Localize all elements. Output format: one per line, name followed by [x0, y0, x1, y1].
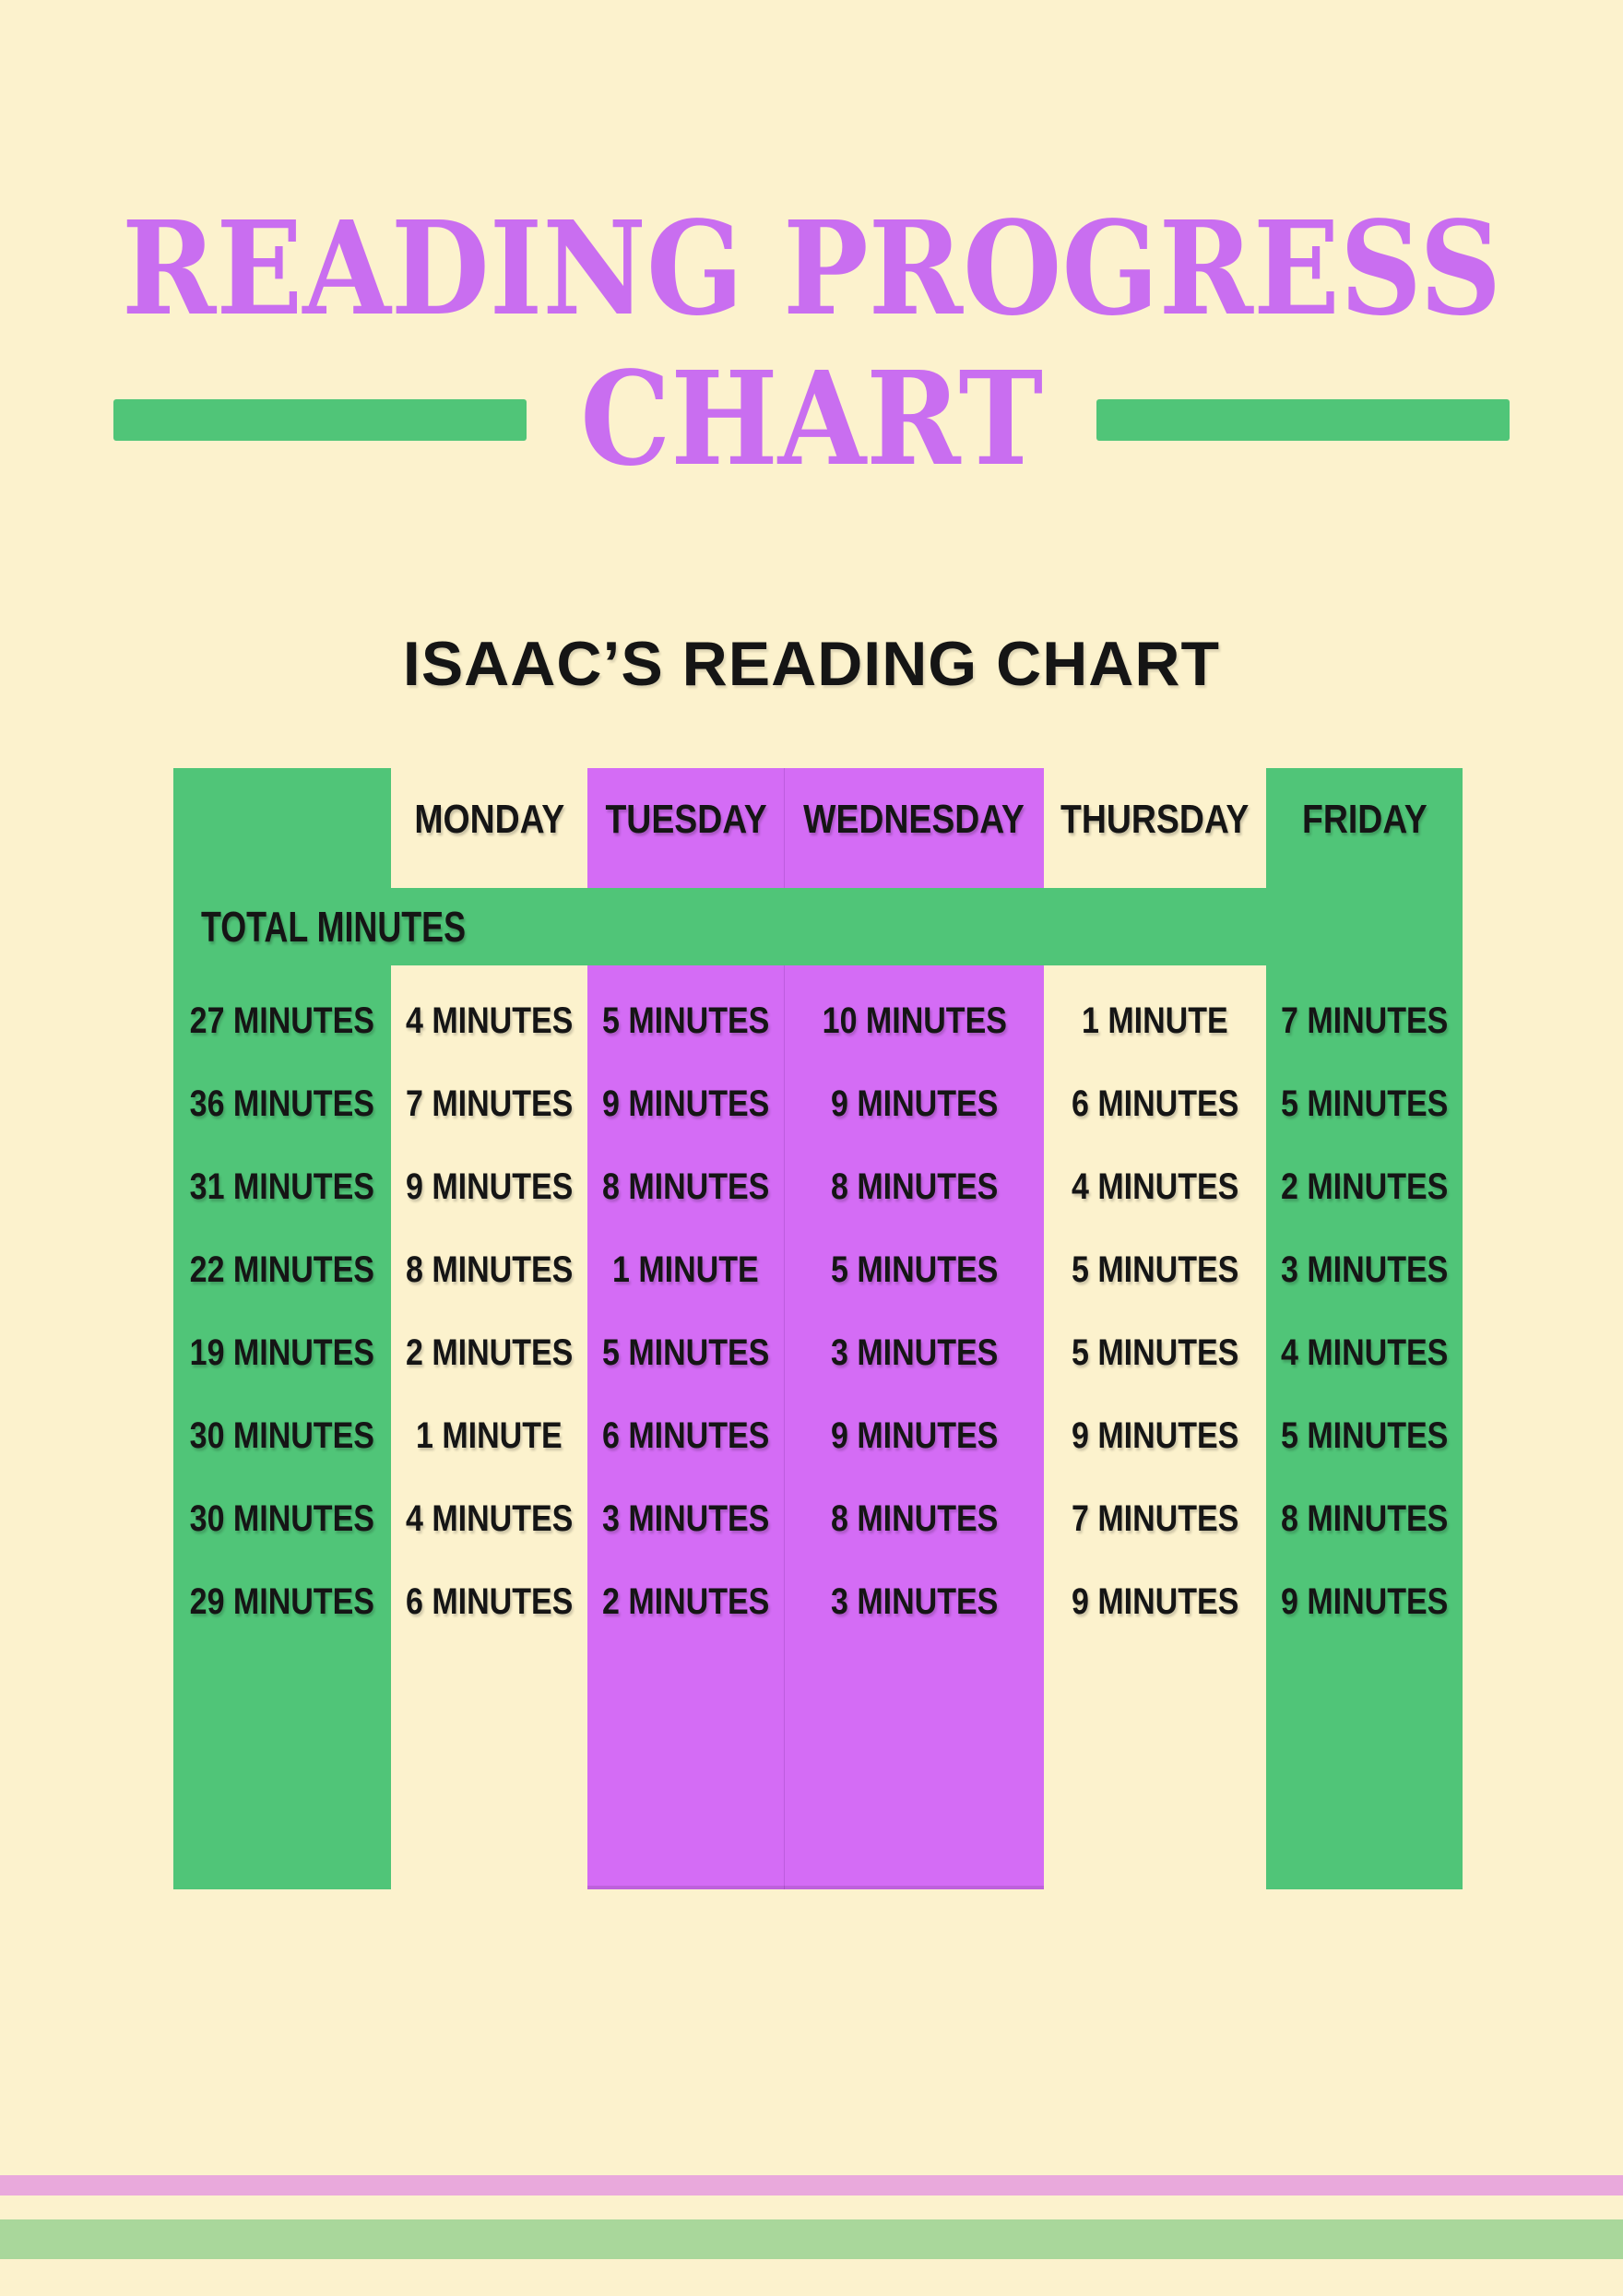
- title-accent-bar-right: [1096, 398, 1510, 441]
- table-cell: 30 MINUTES: [189, 1497, 374, 1539]
- table-cell: 3 MINUTES: [830, 1331, 998, 1373]
- table-cell: 3 MINUTES: [830, 1580, 998, 1622]
- title-accent-bar-left: [113, 398, 527, 441]
- table-cell: 6 MINUTES: [405, 1580, 573, 1622]
- table-cell: 4 MINUTES: [405, 1000, 573, 1041]
- table-cell: 6 MINUTES: [1071, 1083, 1239, 1124]
- table-cell: 5 MINUTES: [1071, 1331, 1239, 1373]
- table-cell: 2 MINUTES: [1280, 1166, 1449, 1207]
- table-cell: 8 MINUTES: [405, 1249, 573, 1290]
- table-cell: 4 MINUTES: [1280, 1331, 1449, 1373]
- poster-title-line-1: READING PROGRESS: [0, 205, 1623, 334]
- table-cell: 1 MINUTE: [612, 1249, 759, 1290]
- table-cell: 8 MINUTES: [601, 1166, 770, 1207]
- table-cell: 4 MINUTES: [405, 1497, 573, 1539]
- poster-title-line-2-text: CHART: [580, 344, 1043, 495]
- table-cell: 7 MINUTES: [1071, 1497, 1239, 1539]
- table-cell: 5 MINUTES: [1280, 1083, 1449, 1124]
- table-cell: 30 MINUTES: [189, 1414, 374, 1456]
- table-cell: 1 MINUTE: [1082, 1000, 1228, 1041]
- table-cell: 9 MINUTES: [405, 1166, 573, 1207]
- table-cell: 5 MINUTES: [830, 1249, 998, 1290]
- poster-title-line-2: CHART: [0, 344, 1623, 495]
- poster-title-line-1-text: READING PROGRESS: [121, 194, 1502, 345]
- table-cell: 19 MINUTES: [189, 1331, 374, 1373]
- table-cell: 9 MINUTES: [1071, 1580, 1239, 1622]
- table-cell: 27 MINUTES: [189, 1000, 374, 1041]
- footer-stripe-pink: [0, 2175, 1623, 2195]
- table-cell: 10 MINUTES: [822, 1000, 1007, 1041]
- table-cell: 5 MINUTES: [1280, 1414, 1449, 1456]
- table-cell: 8 MINUTES: [830, 1497, 998, 1539]
- reading-chart-table: 27 MINUTES 36 MINUTES 31 MINUTES 22 MINU…: [173, 768, 1463, 1889]
- table-cell: 9 MINUTES: [1280, 1580, 1449, 1622]
- table-cell: 5 MINUTES: [601, 1331, 770, 1373]
- column-header-monday: MONDAY: [413, 797, 564, 842]
- table-cell: 9 MINUTES: [1071, 1414, 1239, 1456]
- footer-stripe-green: [0, 2219, 1623, 2259]
- column-header-tuesday: TUESDAY: [604, 797, 767, 842]
- table-cell: 4 MINUTES: [1071, 1166, 1239, 1207]
- table-cell: 31 MINUTES: [189, 1166, 374, 1207]
- table-cell: 36 MINUTES: [189, 1083, 374, 1124]
- table-cell: 9 MINUTES: [830, 1414, 998, 1456]
- column-header-thursday: THURSDAY: [1060, 797, 1250, 842]
- table-cell: 9 MINUTES: [601, 1083, 770, 1124]
- table-cell: 7 MINUTES: [1280, 1000, 1449, 1041]
- total-minutes-label: TOTAL MINUTES: [201, 903, 467, 951]
- table-cell: 7 MINUTES: [405, 1083, 573, 1124]
- table-cell: 9 MINUTES: [830, 1083, 998, 1124]
- column-monday: MONDAY 4 MINUTES 7 MINUTES 9 MINUTES 8 M…: [391, 768, 587, 1889]
- table-cell: 3 MINUTES: [1280, 1249, 1449, 1290]
- total-minutes-band: TOTAL MINUTES: [173, 888, 1450, 965]
- table-cell: 3 MINUTES: [601, 1497, 770, 1539]
- table-cell: 5 MINUTES: [601, 1000, 770, 1041]
- table-cell: 2 MINUTES: [405, 1331, 573, 1373]
- table-cell: 2 MINUTES: [601, 1580, 770, 1622]
- column-header-friday: FRIDAY: [1301, 797, 1428, 842]
- table-cell: 1 MINUTE: [415, 1414, 563, 1456]
- table-cell: 22 MINUTES: [189, 1249, 374, 1290]
- table-cell: 5 MINUTES: [1071, 1249, 1239, 1290]
- table-cell: 29 MINUTES: [189, 1580, 374, 1622]
- table-cell: 6 MINUTES: [601, 1414, 770, 1456]
- chart-subtitle: ISAAC’S READING CHART: [402, 629, 1221, 699]
- column-thursday: THURSDAY 1 MINUTE 6 MINUTES 4 MINUTES 5 …: [1044, 768, 1265, 1889]
- table-cell: 8 MINUTES: [830, 1166, 998, 1207]
- column-header-total-empty: [173, 768, 391, 888]
- column-header-wednesday: WEDNESDAY: [803, 797, 1025, 842]
- table-cell: 8 MINUTES: [1280, 1497, 1449, 1539]
